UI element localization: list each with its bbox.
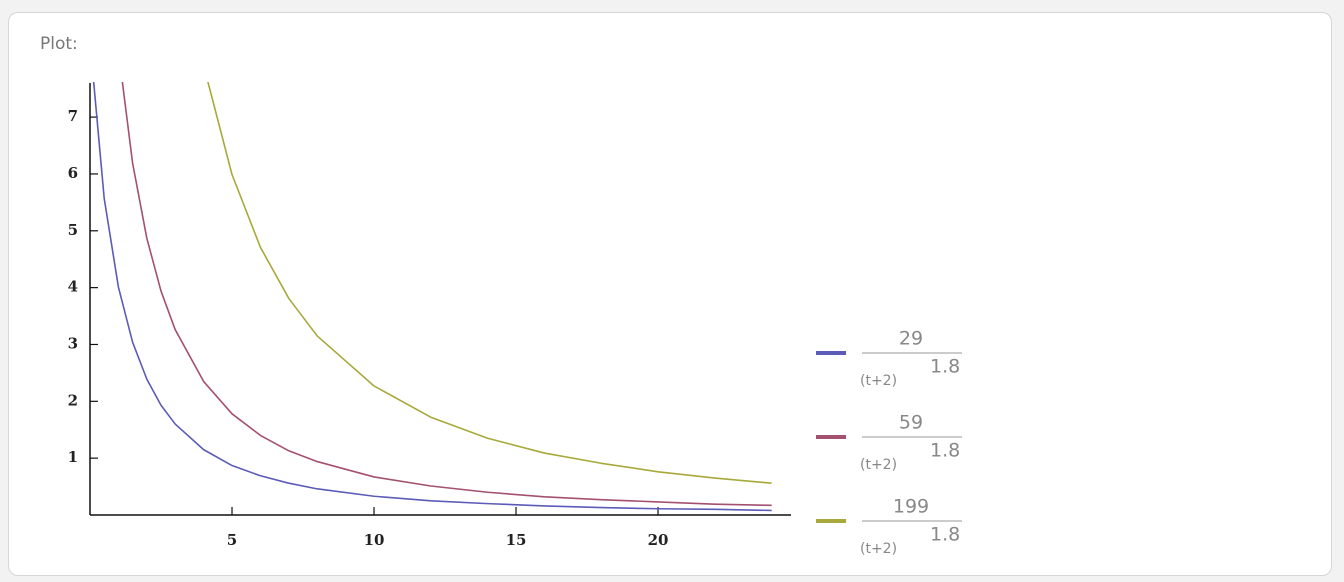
legend-numerator: 29 — [899, 328, 923, 350]
y-tick-label: 1 — [68, 448, 78, 466]
plot-area — [92, 82, 772, 512]
y-tick-label: 2 — [68, 391, 78, 409]
curve — [121, 82, 772, 507]
y-tick-label: 6 — [68, 164, 78, 182]
curve — [207, 82, 772, 484]
x-tick-label: 10 — [364, 531, 385, 549]
y-tick-label: 3 — [68, 334, 78, 352]
plot-label: Plot: — [40, 34, 78, 54]
x-tick-label: 20 — [648, 531, 669, 549]
y-tick-label: 4 — [68, 278, 78, 296]
legend-numerator: 59 — [899, 412, 923, 434]
legend-exponent: 1.8 — [930, 524, 960, 546]
x-tick-label: 5 — [227, 531, 237, 549]
legend-numerator: 199 — [893, 496, 929, 518]
y-tick-label: 5 — [68, 221, 78, 239]
legend-exponent: 1.8 — [930, 440, 960, 462]
plot-card — [8, 12, 1332, 576]
curve — [92, 82, 772, 512]
legend-denominator: (t+2) — [860, 373, 897, 389]
legend-exponent: 1.8 — [930, 356, 960, 378]
y-tick-label: 7 — [68, 107, 78, 125]
legend-denominator: (t+2) — [860, 457, 897, 473]
legend-denominator: (t+2) — [860, 541, 897, 557]
x-tick-label: 15 — [506, 531, 527, 549]
